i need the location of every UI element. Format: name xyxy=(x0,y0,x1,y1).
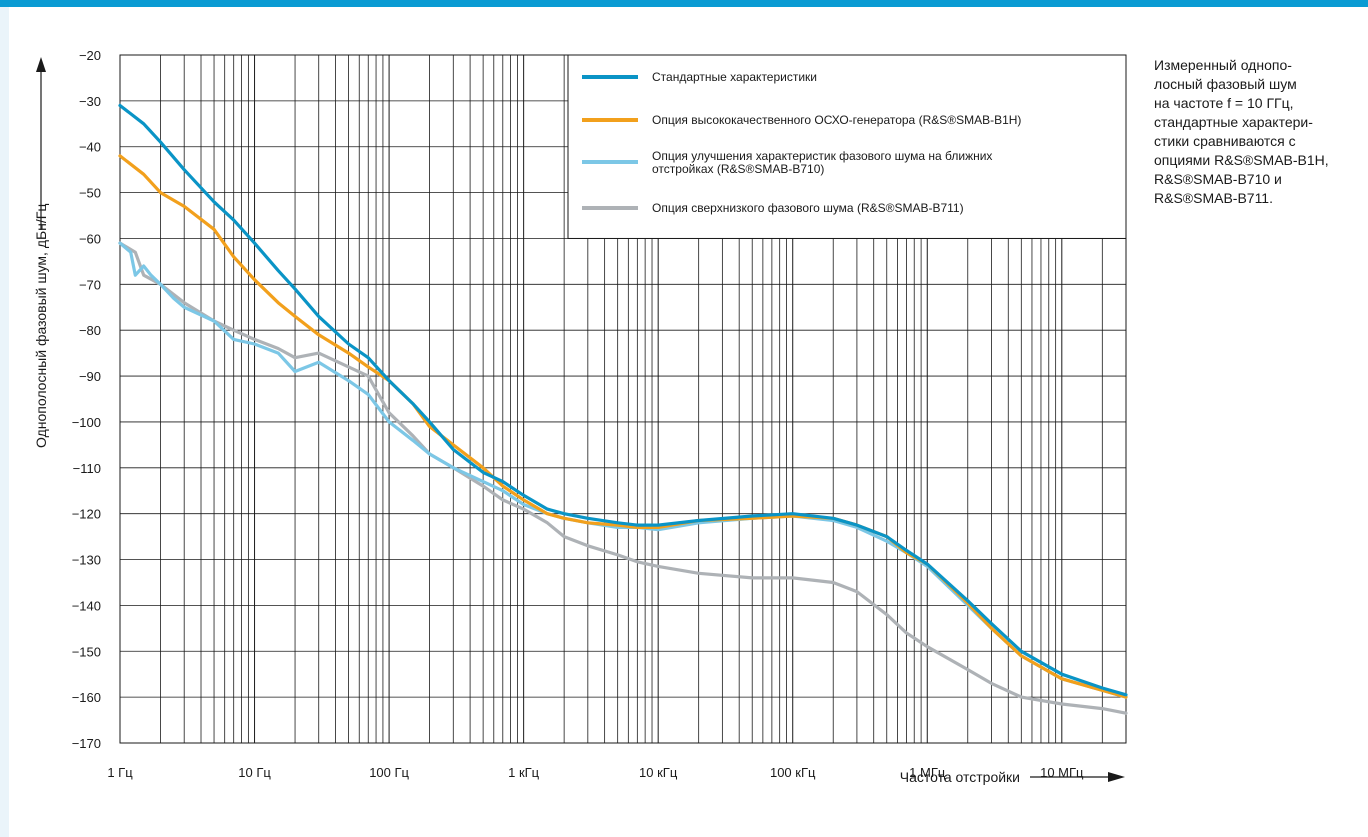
figure-caption: Измеренный однопо- лосный фазовый шум на… xyxy=(1154,57,1329,206)
x-tick-label: 1 МГц xyxy=(909,765,946,780)
x-tick-label: 10 кГц xyxy=(639,765,678,780)
y-tick-label: −30 xyxy=(79,94,101,109)
x-axis-title: Частота отстройки xyxy=(900,769,1020,785)
legend-label-2: Опция высококачественного ОСХО-генератор… xyxy=(652,113,1021,127)
chart-axes xyxy=(36,57,1125,782)
legend: Стандартные характеристики Опция высокока… xyxy=(582,70,1021,215)
y-tick-label: −50 xyxy=(79,186,101,201)
y-tick-label: −140 xyxy=(72,598,101,613)
series-line-1 xyxy=(118,103,1128,697)
y-tick-label: −80 xyxy=(79,323,101,338)
x-tick-label: 1 кГц xyxy=(508,765,540,780)
y-tick-labels: −20 −30 −40 −50 −60 −70 −80 −90 −100 −110 −120 −130… xyxy=(72,48,101,751)
legend-label-1: Стандартные характеристики xyxy=(652,70,817,84)
x-tick-label: 100 кГц xyxy=(770,765,816,780)
y-tick-label: −130 xyxy=(72,553,101,568)
y-axis-arrow-head xyxy=(36,57,46,72)
y-tick-label: −90 xyxy=(79,369,101,384)
x-tick-label: 100 Гц xyxy=(369,765,409,780)
y-tick-label: −100 xyxy=(72,415,101,430)
legend-label-4: Опция сверхнизкого фазового шума (R&S®SM… xyxy=(652,201,964,215)
y-tick-label: −170 xyxy=(72,736,101,751)
x-tick-label: 1 Гц xyxy=(107,765,133,780)
x-tick-label: 10 МГц xyxy=(1040,765,1084,780)
frame-left-edge xyxy=(0,7,9,837)
legend-label-3: Опция улучшения характеристик фазового ш… xyxy=(652,149,992,176)
series-line-4 xyxy=(118,241,1128,715)
series-layer xyxy=(118,103,1128,715)
y-tick-label: −40 xyxy=(79,140,101,155)
accent-bar xyxy=(0,0,1368,7)
y-tick-label: −110 xyxy=(73,461,101,476)
x-tick-labels: 1 Гц 10 Гц 100 Гц 1 кГц 10 кГц 100 кГц 1 МГц 10… xyxy=(107,765,1084,780)
legend-box xyxy=(567,54,1127,239)
y-tick-label: −160 xyxy=(72,690,101,705)
y-tick-label: −150 xyxy=(72,644,101,659)
x-tick-label: 10 Гц xyxy=(238,765,271,780)
y-tick-label: −120 xyxy=(72,507,101,522)
y-axis-title: Однополосный фазовый шум, дБн/Гц xyxy=(33,204,49,448)
y-tick-label: −70 xyxy=(79,277,101,292)
y-tick-label: −60 xyxy=(79,231,101,246)
x-axis-arrow-head xyxy=(1108,772,1125,782)
series-line-3 xyxy=(118,241,1128,699)
y-tick-label: −20 xyxy=(79,48,101,63)
